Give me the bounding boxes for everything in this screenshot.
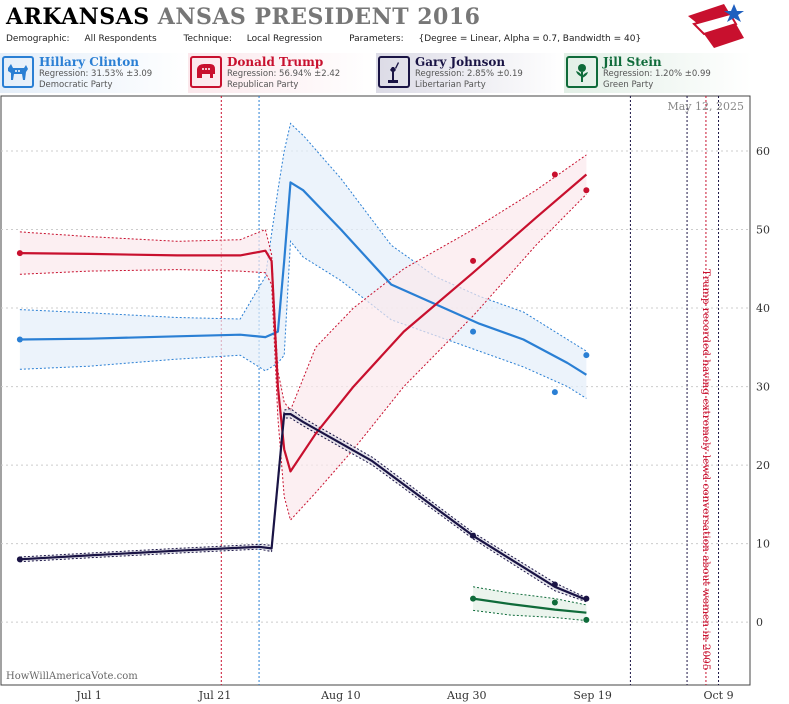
parameters-value: {Degree = Linear, Alpha = 0.7, Bandwidth…: [418, 34, 642, 44]
regression-line: [19, 413, 587, 601]
date-label: May 12, 2025: [667, 100, 744, 113]
x-tick-label: Aug 10: [320, 689, 361, 702]
poll-point: [16, 556, 23, 563]
candidate-card-johnson[interactable]: Gary Johnson Regression: 2.85% ±0.19 Lib…: [376, 53, 564, 93]
poll-point: [583, 595, 590, 602]
candidate-party: Green Party: [603, 80, 654, 90]
y-tick-label: 60: [756, 145, 770, 158]
watermark: HowWillAmericaVote.com: [6, 671, 138, 682]
candidate-regression: Regression: 56.94% ±2.42: [227, 69, 341, 79]
regression-line: [19, 173, 588, 473]
candidate-regression: Regression: 31.53% ±3.09: [39, 69, 153, 79]
band-upper-edge: [473, 586, 587, 606]
poll-point: [551, 171, 558, 178]
donkey-icon: [2, 56, 34, 88]
demographic-label: Demographic:: [6, 34, 70, 44]
candidate-name: Jill Stein: [603, 55, 662, 69]
title-rest: ANSAS PRESIDENT 2016: [157, 4, 481, 30]
x-axis: Jul 1 Jul 21 Aug 10 Aug 30 Sep 19 Oct 9: [75, 689, 733, 702]
poll-point: [470, 595, 477, 602]
regression-line: [472, 597, 587, 614]
candidate-name: Donald Trump: [227, 55, 324, 69]
demographic-value: All Respondents: [84, 34, 157, 44]
x-tick-label: Jul 21: [198, 689, 232, 702]
poll-point: [470, 328, 477, 335]
candidate-name: Gary Johnson: [415, 55, 506, 69]
x-tick-label: Jul 1: [75, 689, 102, 702]
regression-line: [19, 181, 587, 376]
series-lines: [19, 173, 588, 614]
y-tick-label: 40: [756, 302, 770, 315]
candidate-legend: Hillary Clinton Regression: 31.53% ±3.09…: [0, 53, 789, 95]
candidate-party: Libertarian Party: [415, 80, 486, 90]
regression-chart: 0 10 20 30 40 50 60 Jul 1 Jul 21 Aug 10 Aug 30 Sep…: [0, 95, 770, 702]
y-axis: 0 10 20 30 40 50 60: [756, 145, 770, 629]
poll-point: [583, 187, 590, 194]
technique-value: Local Regression: [246, 34, 323, 44]
band-lower-edge: [19, 417, 587, 603]
page-title: ARKANSAS ANSAS PRESIDENT 2016: [6, 4, 480, 30]
poll-point: [583, 616, 590, 623]
band-upper-edge: [19, 122, 587, 352]
header: ARKANSAS ANSAS PRESIDENT 2016 Demographi…: [0, 0, 789, 52]
band-lower-edge: [19, 239, 587, 399]
poll-point: [470, 257, 477, 264]
candidate-card-clinton[interactable]: Hillary Clinton Regression: 31.53% ±3.09…: [0, 53, 188, 93]
y-tick-label: 20: [756, 459, 770, 472]
poll-point: [16, 336, 23, 343]
poll-points: [16, 171, 590, 623]
confidence-band: [19, 154, 587, 521]
y-tick-label: 10: [756, 538, 770, 551]
technique-label: Technique:: [183, 34, 232, 44]
poll-point: [470, 532, 477, 539]
x-tick-label: Aug 30: [446, 689, 487, 702]
poll-point: [551, 599, 558, 606]
y-tick-label: 30: [756, 381, 770, 394]
site-logo-icon[interactable]: [684, 2, 748, 50]
candidate-name: Hillary Clinton: [39, 55, 139, 69]
liberty-statue-icon: [378, 56, 410, 88]
x-tick-label: Oct 9: [703, 689, 733, 702]
y-tick-label: 0: [756, 616, 763, 629]
x-tick-label: Sep 19: [573, 689, 612, 702]
y-tick-label: 50: [756, 224, 770, 237]
title-state: ARKANSAS: [6, 4, 150, 30]
band-lower-edge: [473, 609, 587, 622]
parameters-label: Parameters:: [349, 34, 404, 44]
poll-point: [16, 250, 23, 257]
event-annotation: Trump recorded having extremely lewd con…: [700, 269, 712, 671]
confidence-bands: [19, 122, 587, 622]
candidate-card-stein[interactable]: Jill Stein Regression: 1.20% ±0.99 Green…: [564, 53, 752, 93]
rose-icon: [566, 56, 598, 88]
confidence-band: [473, 586, 587, 621]
candidate-regression: Regression: 2.85% ±0.19: [415, 69, 523, 79]
poll-point: [551, 581, 558, 588]
elephant-icon: [190, 56, 222, 88]
candidate-party: Republican Party: [227, 80, 299, 90]
candidate-card-trump[interactable]: Donald Trump Regression: 56.94% ±2.42 Re…: [188, 53, 376, 93]
candidate-party: Democratic Party: [39, 80, 113, 90]
poll-point: [551, 389, 558, 396]
candidate-regression: Regression: 1.20% ±0.99: [603, 69, 711, 79]
poll-point: [583, 352, 590, 359]
band-lower-edge: [19, 193, 587, 522]
parameters-row: Demographic: All Respondents Technique: …: [6, 34, 665, 44]
